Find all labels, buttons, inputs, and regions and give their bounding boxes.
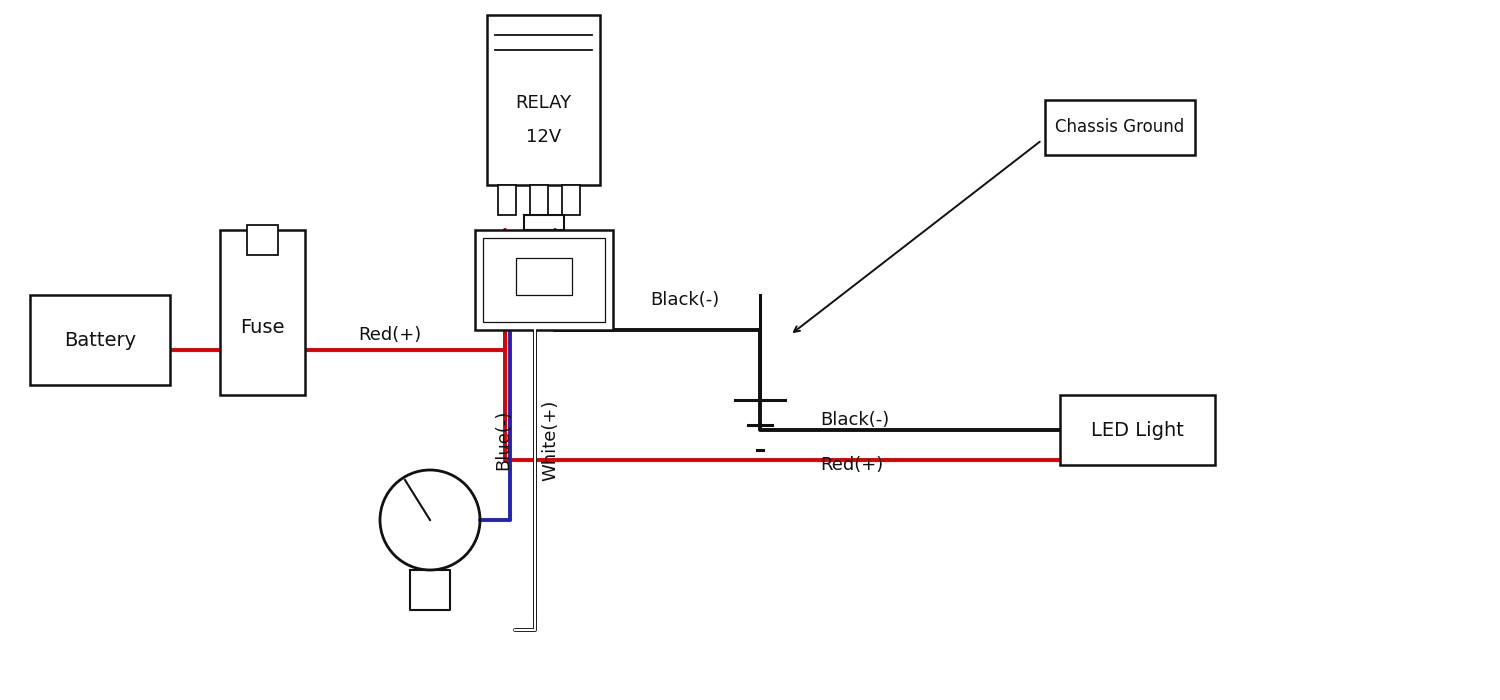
Text: Black(-): Black(-)	[821, 411, 890, 429]
Text: RELAY: RELAY	[516, 94, 572, 113]
Bar	[488, 15, 600, 185]
Bar	[1046, 100, 1196, 155]
Text: 12V: 12V	[526, 128, 561, 146]
Bar	[483, 238, 604, 322]
Text: Blue(-): Blue(-)	[494, 410, 512, 470]
Bar	[562, 185, 580, 215]
Text: LED Light: LED Light	[1090, 421, 1184, 440]
Text: Battery: Battery	[64, 330, 136, 349]
Bar	[516, 258, 572, 295]
Text: Chassis Ground: Chassis Ground	[1056, 118, 1185, 136]
Text: White(+): White(+)	[542, 399, 560, 481]
Bar	[248, 225, 278, 255]
Bar	[530, 185, 548, 215]
Text: Black(-): Black(-)	[650, 291, 720, 309]
Bar	[1060, 395, 1215, 465]
Bar	[476, 230, 614, 330]
Text: Fuse: Fuse	[240, 318, 285, 337]
Text: Red(+): Red(+)	[358, 326, 422, 344]
Bar	[498, 185, 516, 215]
Bar	[30, 295, 170, 385]
Text: Red(+): Red(+)	[821, 456, 884, 474]
Bar	[220, 230, 304, 395]
